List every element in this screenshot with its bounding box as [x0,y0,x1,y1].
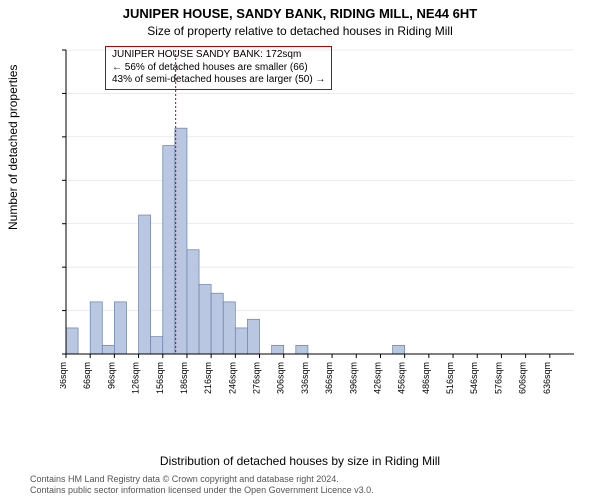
y-axis-label: Number of detached properties [6,65,20,230]
svg-text:366sqm: 366sqm [324,362,334,394]
footer-line2: Contains public sector information licen… [30,485,590,496]
page-title-line1: JUNIPER HOUSE, SANDY BANK, RIDING MILL, … [0,6,600,21]
svg-text:126sqm: 126sqm [131,362,141,394]
svg-text:156sqm: 156sqm [155,362,165,394]
svg-text:276sqm: 276sqm [252,362,262,394]
chart-area: 0510152025303536sqm66sqm96sqm126sqm156sq… [60,44,580,414]
svg-text:516sqm: 516sqm [445,362,455,394]
x-axis-label: Distribution of detached houses by size … [0,454,600,468]
svg-text:426sqm: 426sqm [372,362,382,394]
svg-text:306sqm: 306sqm [276,362,286,394]
svg-text:456sqm: 456sqm [397,362,407,394]
svg-text:216sqm: 216sqm [203,362,213,394]
histogram-svg: 0510152025303536sqm66sqm96sqm126sqm156sq… [60,44,580,414]
footer-attribution: Contains HM Land Registry data © Crown c… [30,474,590,497]
svg-text:246sqm: 246sqm [227,362,237,394]
svg-text:36sqm: 36sqm [60,362,68,389]
page-title-line2: Size of property relative to detached ho… [0,24,600,38]
svg-text:96sqm: 96sqm [106,362,116,389]
svg-text:636sqm: 636sqm [542,362,552,394]
svg-text:186sqm: 186sqm [179,362,189,394]
svg-text:606sqm: 606sqm [518,362,528,394]
svg-text:576sqm: 576sqm [493,362,503,394]
svg-text:546sqm: 546sqm [469,362,479,394]
footer-line1: Contains HM Land Registry data © Crown c… [30,474,590,485]
svg-text:486sqm: 486sqm [421,362,431,394]
svg-text:336sqm: 336sqm [300,362,310,394]
svg-text:396sqm: 396sqm [348,362,358,394]
svg-text:66sqm: 66sqm [82,362,92,389]
